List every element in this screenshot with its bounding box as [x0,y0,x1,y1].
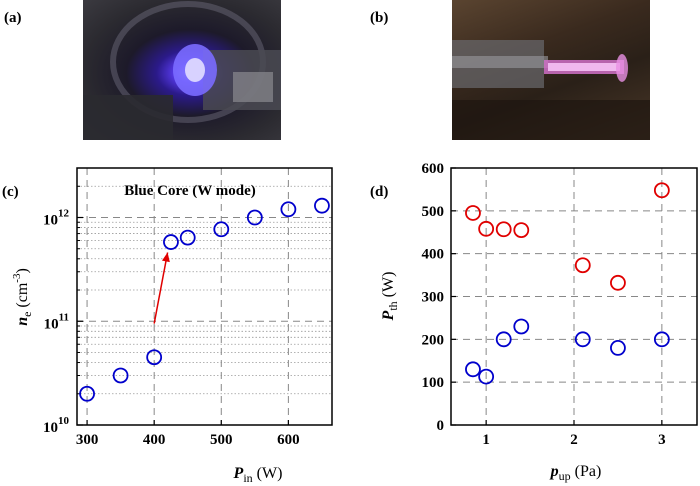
chart-c-ylabel-close: ) [14,268,31,273]
chart-c-data-point [246,209,263,226]
chart-d-data-point [513,318,530,335]
chart-c-xlabel-sub: in [243,471,252,485]
chart-c-ylabel-unit: (cm [14,282,31,307]
chart-c-ylabel: ne (cm-3) [11,268,34,326]
chart-c-frame [76,167,333,426]
chart-c-x-tick-label: 400 [143,432,166,448]
chart-c-xlabel: Pin (W) [233,465,283,485]
chart-c-y-tick-label: 1010 [43,415,70,436]
chart-c-marks [79,197,330,402]
chart-d-y-tick-label: 600 [422,161,445,177]
panel-label-c: (c) [2,184,19,200]
chart-d-data-point [495,221,512,238]
chart-c-data-point [163,234,179,250]
chart-d-y-tick-label: 200 [422,332,445,348]
plasma-photo-blue-core [83,0,281,140]
chart-d-ylabel-main: P [380,310,397,321]
chart-c-y-tick-exp: 10 [58,415,70,427]
chart-d-data-point [495,331,512,348]
chart-d-data-point [653,331,670,348]
chart-d-ylabel: Pth (W) [380,272,400,322]
chart-d-ylabel-unit: (W) [380,272,397,298]
chart-c-y-tick-exp: 12 [58,208,70,220]
chart-d-y-tick-label: 300 [422,290,445,306]
chart-c-x-tick-label: 600 [277,432,300,448]
chart-d-axes: 1 2 3 0 100 200 300 400 500 600 [422,161,698,448]
panel-label-a: (a) [4,10,22,26]
chart-d-data-point [574,257,591,274]
chart-d-data-point [465,361,481,378]
chart-c-annotation: Blue Core (W mode) [124,183,256,199]
chart-c-xlabel-unit: (W) [257,465,283,482]
chart-d-data-point [610,274,626,291]
chart-d-marks [465,182,670,385]
panel-label-d: (d) [370,184,388,200]
chart-d-data-point [653,182,670,199]
chart-d-y-tick-label: 100 [422,375,445,391]
chart-c-y-tick-label: 1012 [43,208,70,229]
chart-d-y-tick-label: 400 [422,247,445,263]
chart-c-data-point [146,349,163,366]
chart-c-data-point [79,385,95,402]
chart-d-xlabel-sub: up [559,469,571,483]
chart-d-data-point [574,331,591,348]
chart-d-data-point [478,220,495,237]
panel-label-b: (b) [370,10,389,26]
plasma-photo-pink-discharge-art [452,40,650,140]
chart-d-xlabel-unit: (Pa) [575,463,602,480]
chart-d-y-tick-label: 500 [422,204,445,220]
chart-c-data-point [314,197,330,214]
chart-c-data-point [112,367,129,384]
chart-d-grid [451,168,697,425]
chart-c-arrow-shaft [153,252,169,324]
chart-c-y-tick-label: 1011 [44,311,69,332]
chart-c-xlabel-main: P [233,465,244,482]
chart-d-x-tick-label: 3 [658,432,666,448]
chart-c-x-tick-label: 300 [76,432,99,448]
plasma-photo-pink-discharge [452,0,650,140]
chart-c-y-tick-base: 10 [43,213,58,229]
chart-d-data-point [478,368,495,385]
chart-d-ylabel-sub: th [386,301,400,310]
chart-d-y-tick-label: 0 [437,418,445,434]
chart-c-y-tick-exp: 11 [59,311,69,323]
chart-d-xlabel: pup (Pa) [549,463,602,483]
chart-c-data-point [280,201,297,218]
chart-c-arrow-head [161,252,170,263]
chart-c-y-tick-base: 10 [43,420,58,436]
chart-d-xlabel-main: p [549,463,559,480]
chart-d-data-point [513,222,530,239]
chart-d-data-point [610,339,626,356]
chart-c-ylabel-sub: e [20,312,34,317]
chart-c-ylabel-exp: -3 [11,273,23,283]
chart-c-y-tick-base: 10 [44,316,59,332]
chart-c-ylabel-main: n [14,317,31,326]
chart-d-data-point [465,205,481,221]
chart-d-x-tick-label: 2 [570,432,578,448]
plasma-photo-blue-core-art [83,1,281,140]
chart-c-x-tick-label: 500 [210,432,233,448]
chart-d-x-tick-label: 1 [482,432,490,448]
chart-c-data-point [213,221,230,238]
chart-c-data-point [179,229,196,246]
